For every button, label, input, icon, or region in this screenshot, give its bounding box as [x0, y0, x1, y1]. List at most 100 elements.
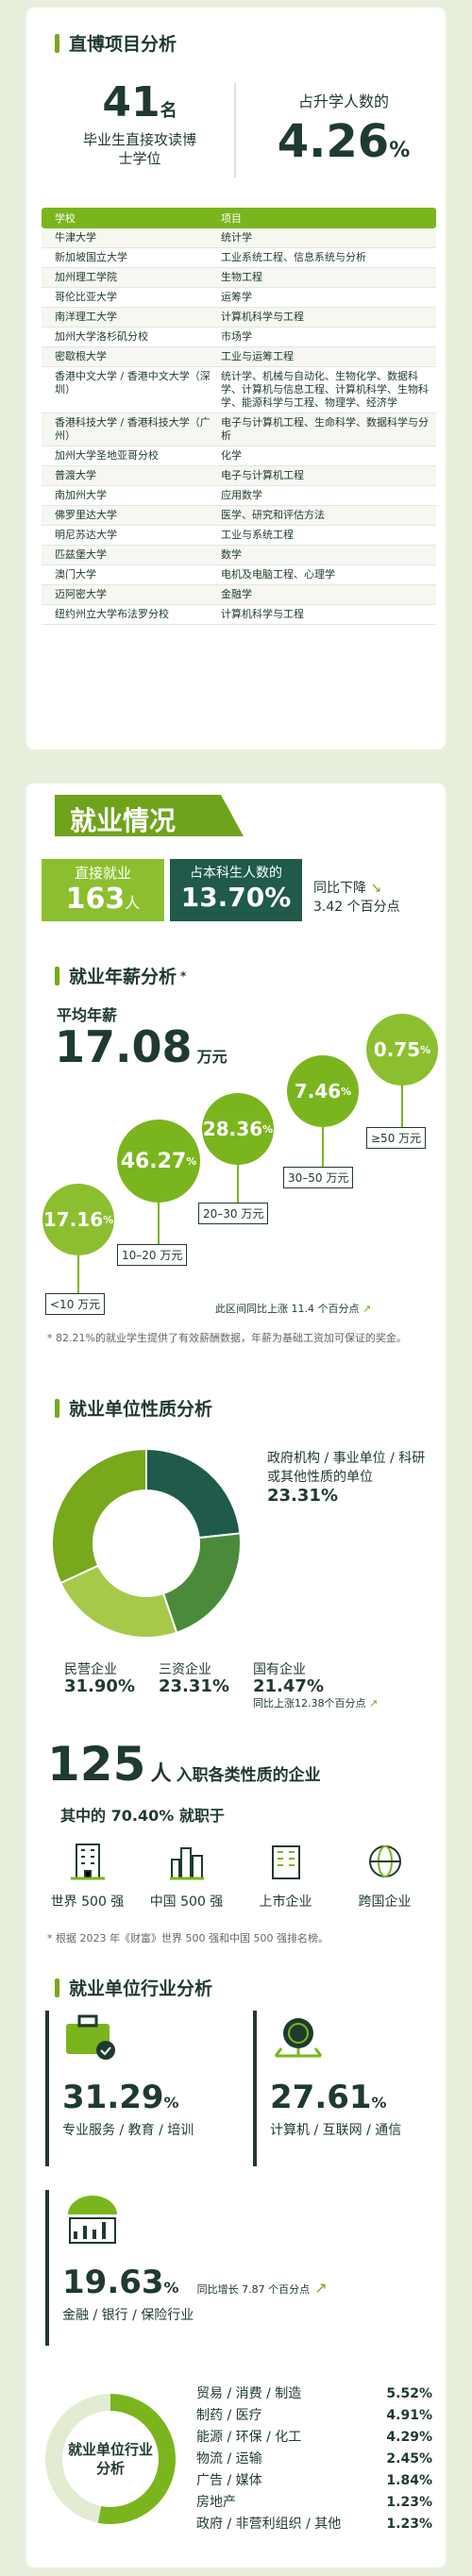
table-row: 加州理工学院 生物工程 — [42, 268, 436, 288]
industry-label: 房地产 — [196, 2495, 236, 2510]
avg-salary-label: 平均年薪 — [57, 1006, 118, 1024]
bracket-stem — [237, 1165, 239, 1203]
school-cell: 纽约州立大学布法罗分校 — [55, 608, 169, 620]
phd-pct-block: 占升学人数的 4.26% — [249, 89, 438, 168]
phd-card: 直博项目分析 41名 毕业生直接攻读博士学位 占升学人数的 4.26% 学校 项… — [26, 8, 446, 749]
among-line: 其中的 70.40% 就职于 — [60, 1803, 225, 1826]
salary-footnote: * 82.21%的就业学生提供了有效薪酬数据，年薪为基础工资加可保证的奖金。 — [47, 1332, 407, 1344]
school-cell: 新加坡国立大学 — [55, 251, 127, 263]
header-school: 学校 — [55, 212, 76, 225]
major-cell: 工业与运筹工程 — [221, 350, 294, 362]
major-cell: 计算机科学与工程 — [221, 608, 304, 620]
school-cell: 加州大学洛杉矶分校 — [55, 330, 148, 343]
donut-slice — [51, 1447, 147, 1585]
salary-title-text: 就业年薪分析 — [69, 967, 177, 987]
up-arrow-icon: ↗ — [369, 1697, 379, 1709]
direct-count: 163 — [65, 883, 126, 916]
school-cell: 匹兹堡大学 — [55, 548, 107, 561]
title-bar — [55, 33, 59, 53]
employment-card: 就业情况 直接就业 163人 占本科生人数的 13.70% 同比下降 ↘ 3.4… — [26, 783, 446, 2568]
phd-count-unit: 名 — [160, 101, 177, 121]
nature-section-title: 就业单位性质分析 — [55, 1395, 212, 1421]
other-industries-list: 贸易 / 消费 / 制造 5.52% 制药 / 医疗 4.91% 能源 / 环保 / 化… — [196, 2383, 432, 2535]
major-cell: 工业与系统工程 — [221, 529, 294, 541]
among-text: 其中的 — [60, 1807, 107, 1825]
industry-label: 能源 / 环保 / 化工 — [196, 2430, 302, 2445]
table-row: 香港中文大学 / 香港中文大学（深圳） 统计学、机械与自动化、生物化学、数据科学、… — [42, 367, 436, 413]
table-row: 迈阿密大学 金融学 — [42, 585, 436, 605]
table-row: 香港科技大学 / 香港科技大学（广州） 电子与计算机工程、生命科学、数据科学与分析 — [42, 413, 436, 446]
company-type-label: 世界 500 强 — [50, 1894, 125, 1910]
phd-count: 41 — [102, 78, 160, 126]
salary-chart: 17.16% <10 万元 46.27% 10–20 万元 28.36% 20–30 万元… — [26, 783, 446, 1350]
table-row: 加州大学洛杉矶分校 市场学 — [42, 328, 436, 347]
company-type-fortune500: 世界 500 强 — [41, 1841, 135, 1911]
table-row: 匹兹堡大学 数学 — [42, 546, 436, 565]
company-type-multinational: 跨国企业 — [338, 1841, 432, 1911]
avg-salary-value: 17.08 — [55, 1021, 193, 1072]
table-row: 牛津大学 统计学 — [42, 228, 436, 248]
company-type-label: 跨国企业 — [358, 1894, 412, 1910]
finance-note: 同比增长 7.87 个百分点 — [196, 2283, 311, 2296]
school-cell: 普渡大学 — [55, 469, 96, 481]
school-cell: 迈阿密大学 — [55, 588, 107, 600]
yoy-label: 同比下降 — [313, 881, 366, 896]
bracket-stem — [158, 1203, 160, 1244]
down-arrow-icon: ↘ — [370, 881, 382, 896]
salary-star: * — [180, 968, 187, 983]
up-arrow-icon: ↗ — [362, 1303, 372, 1315]
up-arrow-icon: ↗ — [314, 2279, 328, 2297]
donut-slice — [59, 1564, 178, 1639]
direct-unit: 人 — [125, 894, 141, 912]
divider — [234, 83, 236, 177]
bracket-bubble: 28.36% — [202, 1093, 274, 1165]
table-row: 哥伦比亚大学 运筹学 — [42, 288, 436, 308]
phd-section-title: 直博项目分析 — [55, 30, 177, 56]
bracket-pct-unit: % — [103, 1213, 114, 1226]
school-cell: 香港中文大学 / 香港中文大学（深圳） — [55, 370, 211, 396]
yoy-value: 3.42 个百分点 — [313, 900, 400, 915]
phd-table: 学校 项目 牛津大学 统计学 新加坡国立大学 工业系统工程、信息系统与分析 加州理工学院… — [42, 208, 436, 625]
industry-pct: 1.23% — [386, 2495, 432, 2510]
professional-pct: 31.29 — [62, 2079, 164, 2116]
industry-pct: 4.91% — [386, 2408, 432, 2423]
bracket-range-label: ≥50 万元 — [366, 1127, 427, 1149]
ratio-label: 占本科生人数的 — [190, 866, 282, 881]
phd-pct-label: 占升学人数的 — [297, 93, 389, 110]
school-cell: 明尼苏达大学 — [55, 529, 117, 541]
table-row: 南加州大学 应用数学 — [42, 486, 436, 506]
industry-professional: 31.29% 专业服务 / 教育 / 培训 — [45, 2011, 234, 2166]
table-row: 佛罗里达大学 医学、研究和评估方法 — [42, 506, 436, 526]
industry-row: 房地产 1.23% — [196, 2492, 432, 2514]
nature-label-foreign: 三资企业 23.31% — [159, 1661, 253, 1695]
school-cell: 南洋理工大学 — [55, 311, 117, 323]
phd-pct-value: 4.26 — [277, 115, 390, 168]
professional-label: 专业服务 / 教育 / 培训 — [62, 2123, 194, 2138]
office-icon — [271, 1845, 300, 1879]
table-row: 南洋理工大学 计算机科学与工程 — [42, 308, 436, 328]
industry-row: 贸易 / 消费 / 制造 5.52% — [196, 2383, 432, 2405]
major-cell: 电机及电脑工程、心理学 — [221, 568, 335, 581]
school-cell: 加州大学圣地亚哥分校 — [55, 449, 159, 462]
industry-row: 制药 / 医疗 4.91% — [196, 2405, 432, 2427]
foreign-label: 三资企业 — [159, 1662, 211, 1677]
bracket-pct: 46.27 — [120, 1149, 187, 1173]
major-cell: 统计学、机械与自动化、生物化学、数据科学、计算机与信息工程、计算机科学、生物科学… — [221, 370, 429, 409]
soe-pct: 21.47 — [253, 1676, 307, 1696]
table-header: 学校 项目 — [42, 208, 436, 228]
bracket-pct-unit: % — [262, 1122, 274, 1136]
major-cell: 生物工程 — [221, 271, 262, 283]
entries-block: 125 人 入职各类性质的企业 — [47, 1737, 321, 1792]
phd-count-block: 41名 毕业生直接攻读博士学位 — [55, 78, 225, 168]
bracket-stem — [322, 1127, 324, 1167]
nature-label-soe: 国有企业 21.47% 同比上涨12.38个百分点 ↗ — [253, 1661, 432, 1712]
table-row: 普渡大学 电子与计算机工程 — [42, 466, 436, 486]
table-row: 密歇根大学 工业与运筹工程 — [42, 347, 436, 367]
table-row: 纽约州立大学布法罗分校 计算机科学与工程 — [42, 605, 436, 625]
gov-pct: 23.31 — [267, 1486, 321, 1506]
direct-label: 直接就业 — [74, 865, 131, 882]
nature-donut — [51, 1447, 242, 1639]
industry-label: 贸易 / 消费 / 制造 — [196, 2386, 302, 2401]
industry-finance: 19.63% 同比增长 7.87 个百分点 ↗ 金融 / 银行 / 保险行业 — [45, 2190, 432, 2346]
building-icon — [70, 1844, 105, 1880]
